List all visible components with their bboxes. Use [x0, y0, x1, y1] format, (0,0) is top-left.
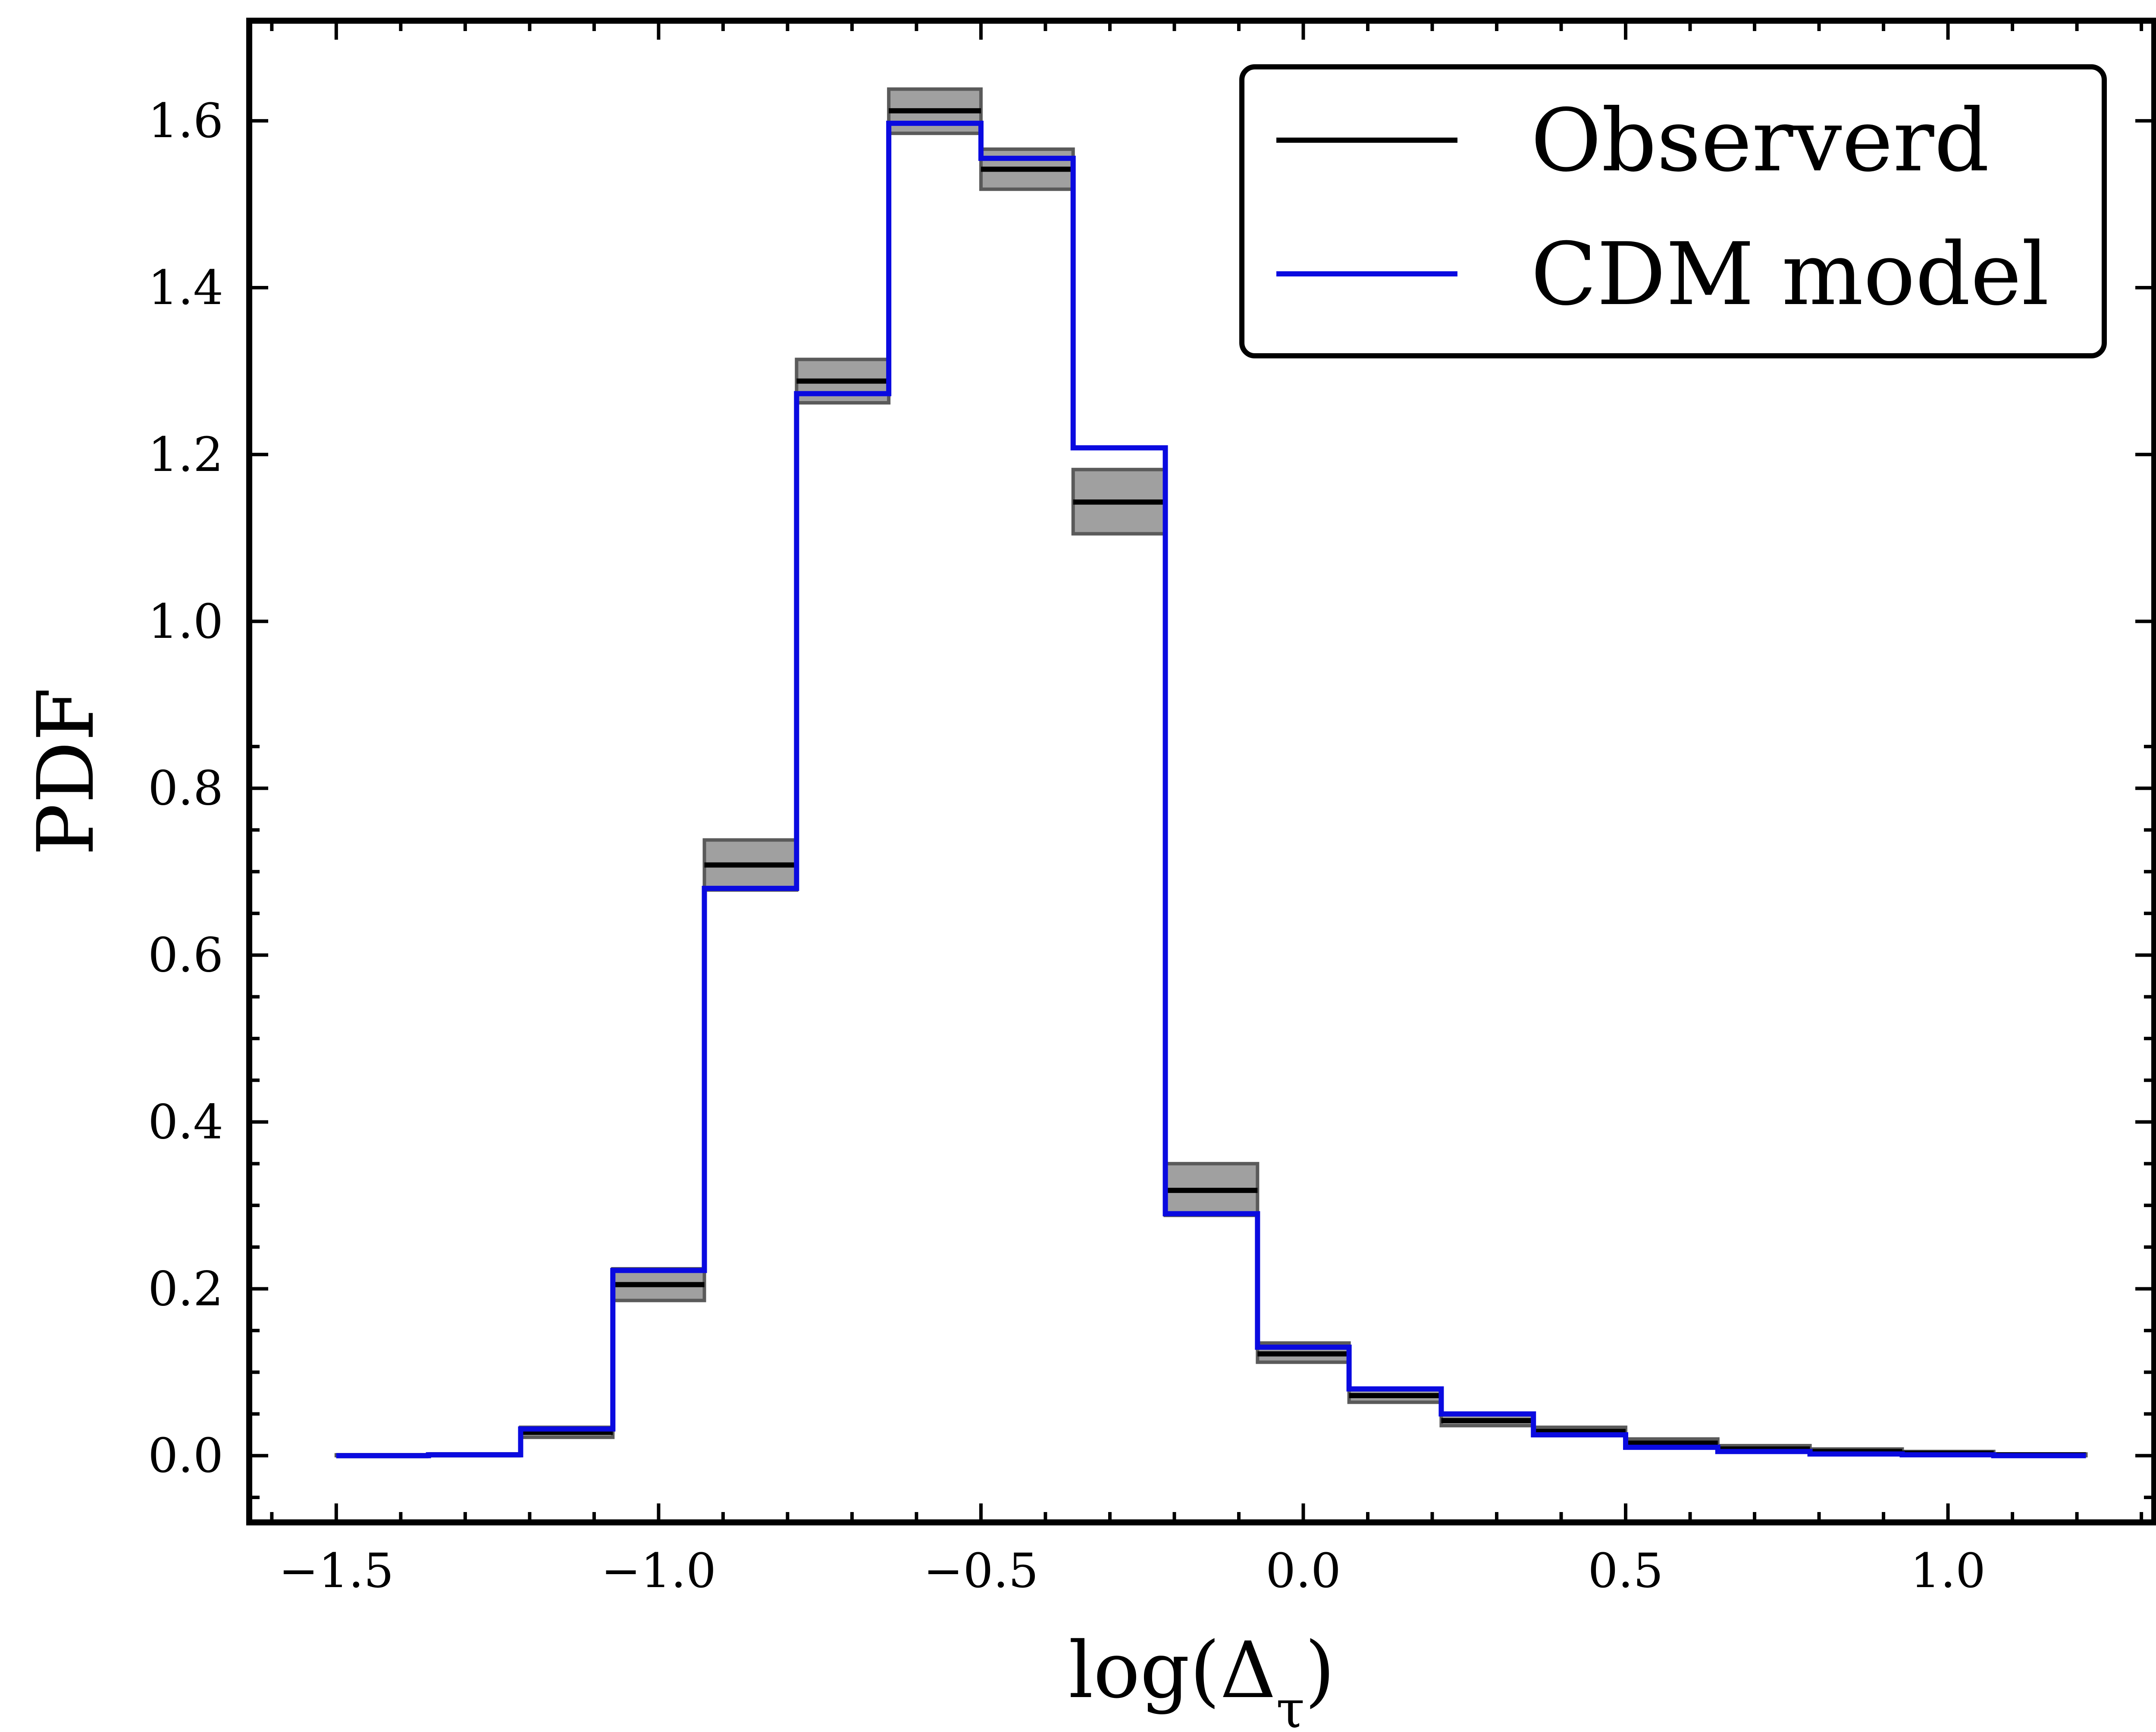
legend-label-observed: Observerd [1531, 91, 1990, 191]
x-tick-label-3: 0.0 [1266, 1543, 1341, 1598]
y-tick-label-2: 0.4 [148, 1094, 223, 1149]
y-tick-label-8: 1.6 [148, 93, 223, 148]
cdm-model-step-line [336, 120, 2086, 1459]
plot-area [334, 87, 2088, 1459]
axis-ticks [249, 21, 2154, 1522]
x-tick-label-0: −1.5 [279, 1543, 394, 1598]
y-tick-label-7: 1.4 [148, 260, 223, 315]
y-tick-label-4: 0.8 [148, 761, 223, 816]
y-tick-label-3: 0.6 [148, 928, 223, 983]
x-axis-label-subscript: τ [1276, 1680, 1304, 1732]
tick-labels: −1.5 −1.0 −0.5 0.0 0.5 1.0 0.0 0.2 0.4 0.6 0.8 1.0 1… [148, 93, 1986, 1598]
y-tick-label-0: 0.0 [148, 1428, 223, 1483]
plot-frame [246, 18, 2156, 1525]
y-tick-label-1: 0.2 [148, 1261, 223, 1316]
legend-label-cdm: CDM model [1531, 224, 2049, 325]
y-tick-label-5: 1.0 [148, 594, 223, 649]
x-tick-label-5: 1.0 [1910, 1543, 1986, 1598]
x-axis-label: log(Δτ) [1069, 1625, 1335, 1732]
x-tick-label-1: −1.0 [601, 1543, 716, 1598]
y-axis-label: PDF [21, 687, 111, 856]
x-tick-label-4: 0.5 [1588, 1543, 1664, 1598]
x-tick-label-2: −0.5 [923, 1543, 1038, 1598]
y-tick-label-6: 1.2 [148, 427, 223, 482]
legend: Observerd CDM model [1239, 64, 2107, 358]
